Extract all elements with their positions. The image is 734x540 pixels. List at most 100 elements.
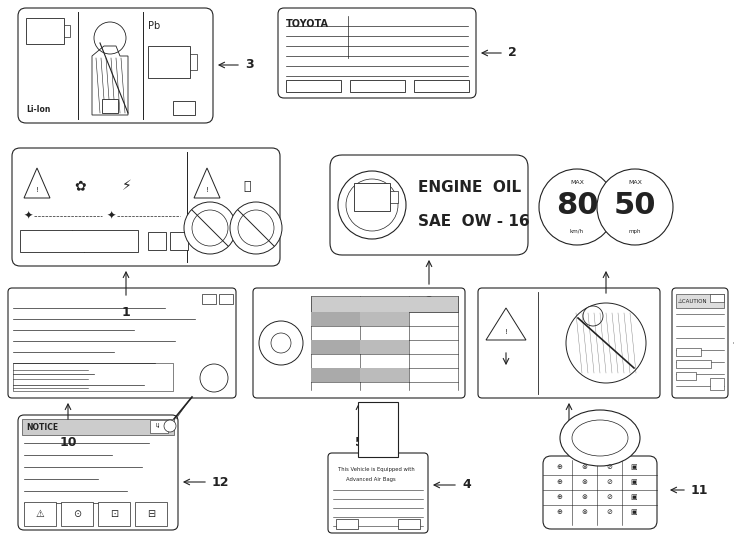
Text: 6: 6 xyxy=(602,304,610,317)
Text: MAX: MAX xyxy=(570,180,584,186)
Text: ⊗: ⊗ xyxy=(581,464,587,470)
Text: Li-Ion: Li-Ion xyxy=(26,105,51,113)
Text: SAE  OW - 16: SAE OW - 16 xyxy=(418,213,530,228)
Text: MAX: MAX xyxy=(628,180,642,186)
Text: 5: 5 xyxy=(355,436,363,449)
Bar xyxy=(710,294,724,302)
Text: ENGINE  OIL: ENGINE OIL xyxy=(418,179,521,194)
Text: TOYOTA: TOYOTA xyxy=(286,19,329,29)
Text: 2: 2 xyxy=(508,46,517,59)
Text: Advanced Air Bags: Advanced Air Bags xyxy=(346,477,396,483)
Text: ⚡: ⚡ xyxy=(122,179,132,193)
Circle shape xyxy=(230,202,282,254)
FancyBboxPatch shape xyxy=(328,453,428,533)
Text: ⊕: ⊕ xyxy=(556,464,562,470)
Text: ⊗: ⊗ xyxy=(581,509,587,515)
Text: ✦: ✦ xyxy=(24,211,33,221)
FancyBboxPatch shape xyxy=(672,288,728,398)
Bar xyxy=(22,419,174,435)
FancyBboxPatch shape xyxy=(330,155,528,255)
Bar xyxy=(358,402,398,457)
Circle shape xyxy=(346,179,398,231)
Bar xyxy=(13,363,173,391)
Circle shape xyxy=(94,22,126,54)
Text: ⊗: ⊗ xyxy=(581,479,587,485)
Text: 50: 50 xyxy=(614,191,656,219)
Bar xyxy=(398,519,420,529)
Text: ⚠: ⚠ xyxy=(36,509,44,519)
Text: ⊘: ⊘ xyxy=(606,464,612,470)
Bar xyxy=(311,296,458,312)
Bar xyxy=(350,80,405,92)
Text: ✿: ✿ xyxy=(74,179,86,193)
Text: ⊗: ⊗ xyxy=(581,494,587,500)
Bar xyxy=(150,420,168,433)
Bar xyxy=(219,294,233,304)
Bar xyxy=(414,80,469,92)
Circle shape xyxy=(164,420,176,432)
Bar xyxy=(173,101,195,115)
Bar xyxy=(24,502,56,526)
Text: ⊘: ⊘ xyxy=(606,479,612,485)
Text: !: ! xyxy=(35,187,38,193)
Bar xyxy=(676,360,711,368)
Bar xyxy=(20,230,138,252)
Text: LJ: LJ xyxy=(156,423,160,429)
Bar xyxy=(676,294,724,308)
Text: ⊕: ⊕ xyxy=(556,509,562,515)
Ellipse shape xyxy=(560,410,640,466)
Bar xyxy=(336,519,358,529)
Bar xyxy=(390,191,398,203)
Text: ⊡: ⊡ xyxy=(110,509,118,519)
Circle shape xyxy=(566,303,646,383)
Bar xyxy=(676,348,701,356)
Bar xyxy=(135,502,167,526)
Bar xyxy=(311,312,360,326)
Bar xyxy=(61,502,93,526)
Bar xyxy=(354,183,390,211)
Circle shape xyxy=(338,171,406,239)
Bar xyxy=(360,312,409,326)
FancyBboxPatch shape xyxy=(12,148,280,266)
Bar xyxy=(676,372,696,380)
Text: ⊟: ⊟ xyxy=(147,509,155,519)
FancyBboxPatch shape xyxy=(253,288,465,398)
Text: This Vehicle is Equipped with: This Vehicle is Equipped with xyxy=(338,468,415,472)
Bar xyxy=(64,25,70,37)
Bar xyxy=(360,340,409,354)
FancyBboxPatch shape xyxy=(18,8,213,123)
Text: ▣: ▣ xyxy=(631,494,637,500)
FancyBboxPatch shape xyxy=(478,288,660,398)
Text: NOTICE: NOTICE xyxy=(26,422,58,431)
Text: 4: 4 xyxy=(462,478,470,491)
Text: mph: mph xyxy=(629,228,642,233)
Bar xyxy=(286,80,341,92)
Text: ⊙: ⊙ xyxy=(73,509,81,519)
Text: 📖: 📖 xyxy=(243,179,251,192)
Bar xyxy=(148,232,166,250)
Bar xyxy=(360,368,409,382)
Text: ⊕: ⊕ xyxy=(556,479,562,485)
Bar xyxy=(311,368,360,382)
Bar xyxy=(202,294,216,304)
Text: 80: 80 xyxy=(556,191,598,219)
Text: !: ! xyxy=(206,187,208,193)
Text: ▣: ▣ xyxy=(631,464,637,470)
Circle shape xyxy=(184,202,236,254)
Text: ▣: ▣ xyxy=(631,509,637,515)
Text: 12: 12 xyxy=(212,476,230,489)
Circle shape xyxy=(238,210,274,246)
FancyBboxPatch shape xyxy=(8,288,236,398)
Bar xyxy=(26,18,64,44)
Text: ⊘: ⊘ xyxy=(606,494,612,500)
FancyBboxPatch shape xyxy=(543,456,657,529)
Text: !: ! xyxy=(504,329,507,335)
Circle shape xyxy=(271,333,291,353)
Text: 3: 3 xyxy=(245,58,254,71)
Circle shape xyxy=(539,169,615,245)
Text: ⊘: ⊘ xyxy=(606,509,612,515)
FancyBboxPatch shape xyxy=(18,415,178,530)
Text: ⚠CAUTION: ⚠CAUTION xyxy=(678,299,708,303)
Text: 8: 8 xyxy=(564,436,573,449)
Bar xyxy=(98,502,130,526)
